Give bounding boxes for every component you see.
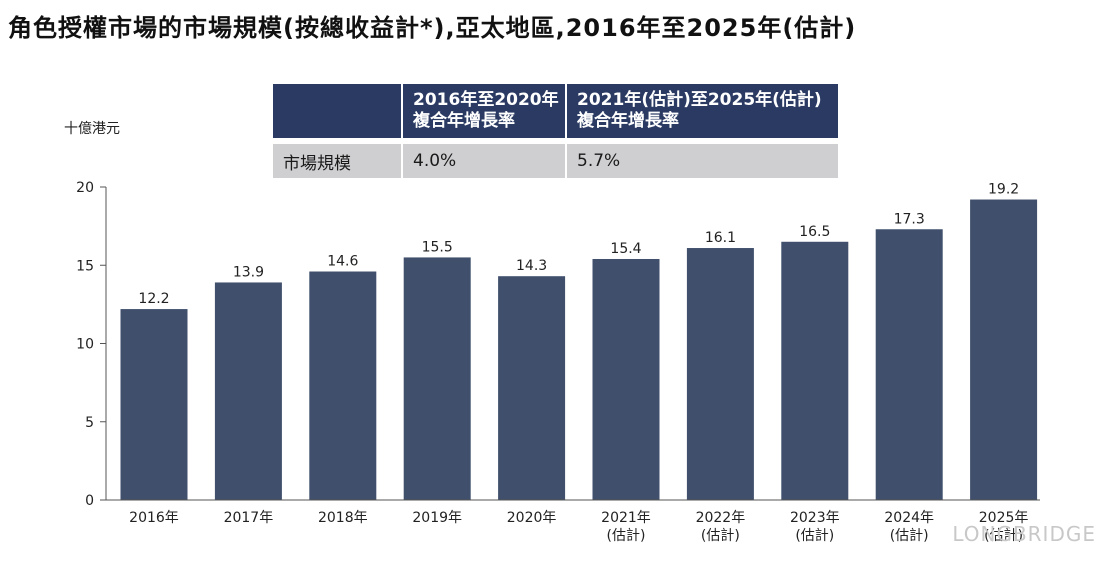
cagr-header-period: 2016年至2020年: [413, 90, 559, 110]
bar-value-label: 15.4: [610, 241, 641, 257]
bar: [875, 229, 943, 500]
x-tick-label: 2017年: [224, 510, 274, 526]
x-tick-label: 2023年: [790, 510, 840, 526]
bar: [214, 282, 282, 500]
bar-value-label: 14.3: [516, 258, 547, 274]
x-tick-label: 2024年: [884, 510, 934, 526]
y-tick-label: 10: [76, 337, 94, 353]
bar: [592, 258, 660, 500]
bar-value-label: 17.3: [894, 211, 925, 227]
cagr-value-2021-2025: 5.7%: [565, 144, 838, 178]
cagr-value-2016-2020: 4.0%: [401, 144, 566, 178]
x-tick-label: 2018年: [318, 510, 368, 526]
y-tick-label: 0: [85, 493, 94, 509]
bars: 12.2 13.9 14.6 15.5 14.3 15.4 16.1 16.5 17.3 19.2: [120, 182, 1038, 500]
cagr-data-row: 市場規模 4.0% 5.7%: [273, 144, 838, 178]
bar: [120, 309, 188, 500]
x-tick-sublabel: (估計): [607, 528, 646, 544]
bar-value-label: 12.2: [138, 291, 169, 307]
x-tick-sublabel: (估計): [795, 528, 834, 544]
bar: [309, 271, 377, 500]
bar: [970, 199, 1038, 500]
cagr-header-period: 2021年(估計)至2025年(估計): [577, 90, 822, 110]
x-tick-label: 2019年: [412, 510, 462, 526]
x-tick-label: 2025年: [979, 510, 1029, 526]
y-axis-unit-label: 十億港元: [64, 121, 120, 137]
bar-value-label: 13.9: [233, 264, 264, 280]
bar: [686, 248, 754, 500]
y-tick-label: 20: [76, 180, 94, 196]
y-tick-label: 15: [76, 258, 94, 274]
x-tick-label: 2021年: [601, 510, 651, 526]
watermark-logo: LONGBRIDGE: [952, 522, 1096, 546]
x-tick-label: 2022年: [696, 510, 746, 526]
y-axis: 0 5 10 15 20: [76, 180, 107, 509]
bar: [403, 257, 471, 500]
cagr-header-blank: [273, 84, 402, 138]
bar-value-label: 14.6: [327, 254, 358, 270]
x-tick-sublabel: (估計): [984, 528, 1023, 544]
bar-value-label: 16.1: [705, 230, 736, 246]
x-tick-label: 2020年: [507, 510, 557, 526]
bar: [498, 276, 566, 500]
bar-value-label: 16.5: [799, 224, 830, 240]
bar-value-label: 19.2: [988, 182, 1019, 198]
cagr-header-metric: 複合年增長率: [577, 111, 679, 131]
bar-value-label: 15.5: [422, 239, 453, 255]
cagr-row-label: 市場規模: [273, 144, 402, 178]
cagr-header-row: 2016年至2020年 複合年增長率 2021年(估計)至2025年(估計) 複…: [273, 84, 838, 138]
y-tick-label: 5: [85, 415, 94, 431]
cagr-header-2021-2025: 2021年(估計)至2025年(估計) 複合年增長率: [565, 84, 838, 138]
x-tick-label: 2016年: [129, 510, 179, 526]
x-tick-sublabel: (估計): [701, 528, 740, 544]
x-tick-sublabel: (估計): [890, 528, 929, 544]
cagr-header-metric: 複合年增長率: [413, 111, 515, 131]
cagr-table: 2016年至2020年 複合年增長率 2021年(估計)至2025年(估計) 複…: [273, 84, 838, 178]
bar: [781, 241, 849, 500]
x-axis: 2016年 2017年 2018年 2019年 2020年 2021年 (估計) 2022年 (…: [106, 499, 1040, 544]
chart-title: 角色授權市場的市場規模(按總收益計*),亞太地區,2016年至2025年(估計): [8, 14, 857, 42]
cagr-header-2016-2020: 2016年至2020年 複合年增長率: [401, 84, 566, 138]
